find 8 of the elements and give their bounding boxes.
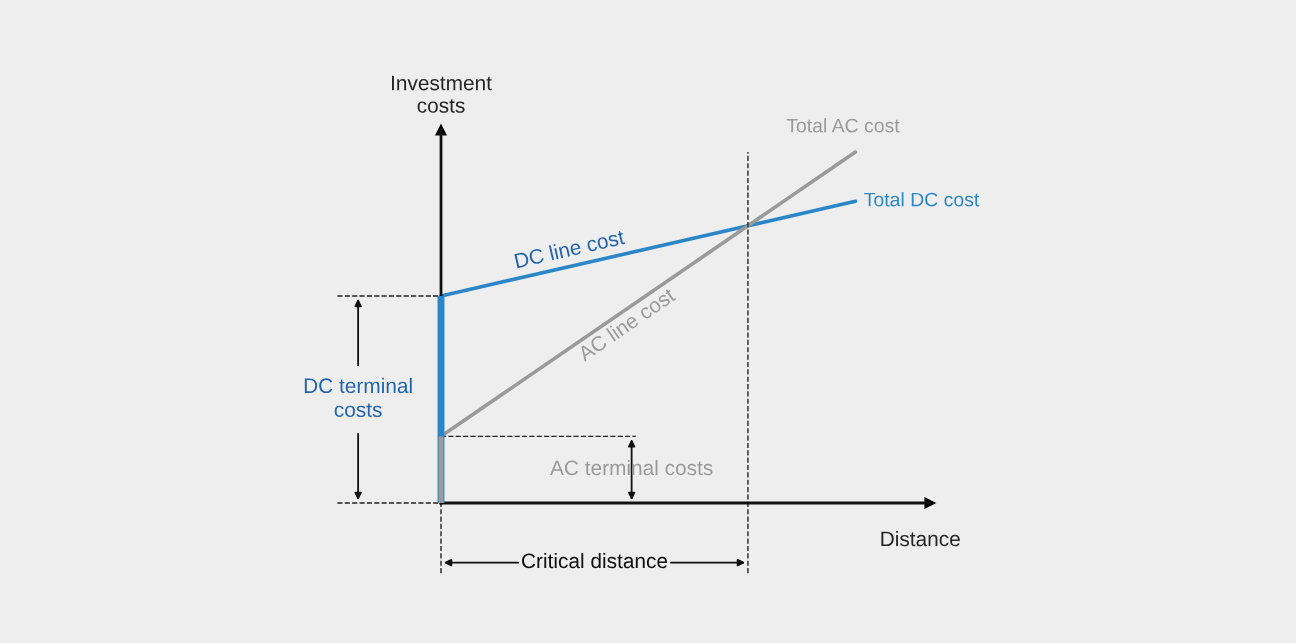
series-label: Total DC cost [864,192,980,207]
annotation: AC line cost [576,286,677,362]
series-label: Total AC cost [786,118,900,133]
text: Critical distance [522,552,668,569]
x-axis-title: Distance [881,530,960,547]
annotation: DC line cost [514,228,626,269]
annotation: DC terminal costs [304,377,412,418]
y-axis-title: Investment costs [391,75,492,113]
